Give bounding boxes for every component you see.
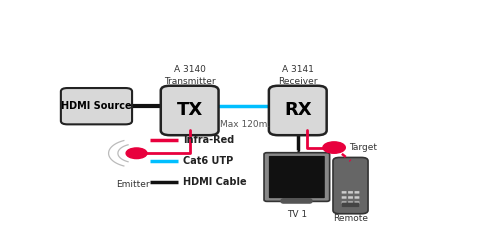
FancyBboxPatch shape — [354, 196, 359, 199]
Text: Infra-Red: Infra-Red — [183, 135, 234, 145]
Text: RX: RX — [283, 102, 311, 120]
Circle shape — [126, 148, 147, 159]
FancyBboxPatch shape — [348, 191, 352, 194]
FancyBboxPatch shape — [348, 201, 352, 204]
Text: Cat6 UTP: Cat6 UTP — [183, 156, 233, 166]
Circle shape — [322, 142, 345, 153]
FancyBboxPatch shape — [341, 196, 346, 199]
Text: Emitter: Emitter — [116, 180, 149, 189]
FancyBboxPatch shape — [341, 191, 346, 194]
Text: Max 120m.: Max 120m. — [220, 120, 270, 128]
Text: A 3141: A 3141 — [281, 65, 313, 74]
Text: HDMI Cable: HDMI Cable — [183, 177, 246, 187]
FancyBboxPatch shape — [268, 86, 326, 135]
FancyBboxPatch shape — [341, 201, 346, 204]
Text: TX: TX — [176, 102, 203, 120]
Text: TV 1: TV 1 — [286, 210, 306, 219]
FancyBboxPatch shape — [348, 196, 352, 199]
FancyBboxPatch shape — [268, 156, 324, 198]
FancyBboxPatch shape — [354, 191, 359, 194]
FancyBboxPatch shape — [332, 157, 367, 214]
FancyBboxPatch shape — [341, 203, 359, 207]
Text: HDMI Source: HDMI Source — [61, 101, 132, 111]
Text: Remote: Remote — [332, 214, 367, 223]
Text: Transmitter: Transmitter — [164, 77, 215, 86]
Text: A 3140: A 3140 — [173, 65, 205, 74]
Text: Receiver: Receiver — [277, 77, 317, 86]
FancyBboxPatch shape — [61, 88, 132, 124]
FancyBboxPatch shape — [160, 86, 218, 135]
Text: Target: Target — [348, 143, 376, 152]
FancyBboxPatch shape — [354, 201, 359, 204]
FancyBboxPatch shape — [264, 153, 329, 201]
